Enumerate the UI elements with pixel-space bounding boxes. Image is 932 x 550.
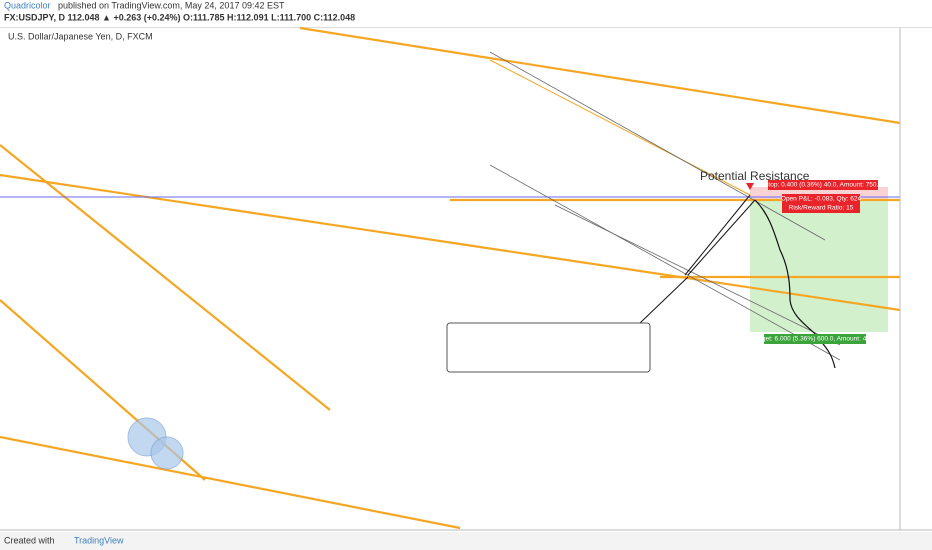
note-box <box>446 322 651 373</box>
target-zone <box>750 199 888 332</box>
target-box <box>764 334 866 344</box>
pnl-box <box>782 194 860 213</box>
pivot-lines <box>639 194 756 324</box>
footer-brand[interactable]: TradingView <box>74 535 124 545</box>
ratio-label: Risk/Reward Ratio: 15 <box>789 205 854 212</box>
arrow <box>746 183 754 190</box>
divider <box>0 27 932 28</box>
channel-lines <box>489 51 841 361</box>
author[interactable]: Quadricolor <box>4 0 51 10</box>
highlight-circle <box>150 436 184 470</box>
published: published on TradingView.com, May 24, 20… <box>58 0 285 10</box>
symbol-title: U.S. Dollar/Japanese Yen, D, FXCM <box>8 31 153 41</box>
dotted-line <box>489 59 751 196</box>
potential-label: Potential Resistance <box>700 169 810 183</box>
projection-path <box>754 199 836 369</box>
pnl-label: Open P&L: -0.083, Qty: 624 <box>781 196 862 203</box>
footer-created: Created with <box>4 535 55 545</box>
stop-label: Stop: 0.400 (0.36%) 40.0, Amount: 750.4 <box>764 182 882 189</box>
target-label: Target: 6.000 (5.36%) 600.0, Amount: 474… <box>753 336 878 343</box>
quote: FX:USDJPY, D 112.048 ▲ +0.263 (+0.24%) O… <box>4 12 355 22</box>
stop-box <box>768 180 878 190</box>
price-axis <box>900 28 932 530</box>
footer-bar <box>0 532 932 550</box>
